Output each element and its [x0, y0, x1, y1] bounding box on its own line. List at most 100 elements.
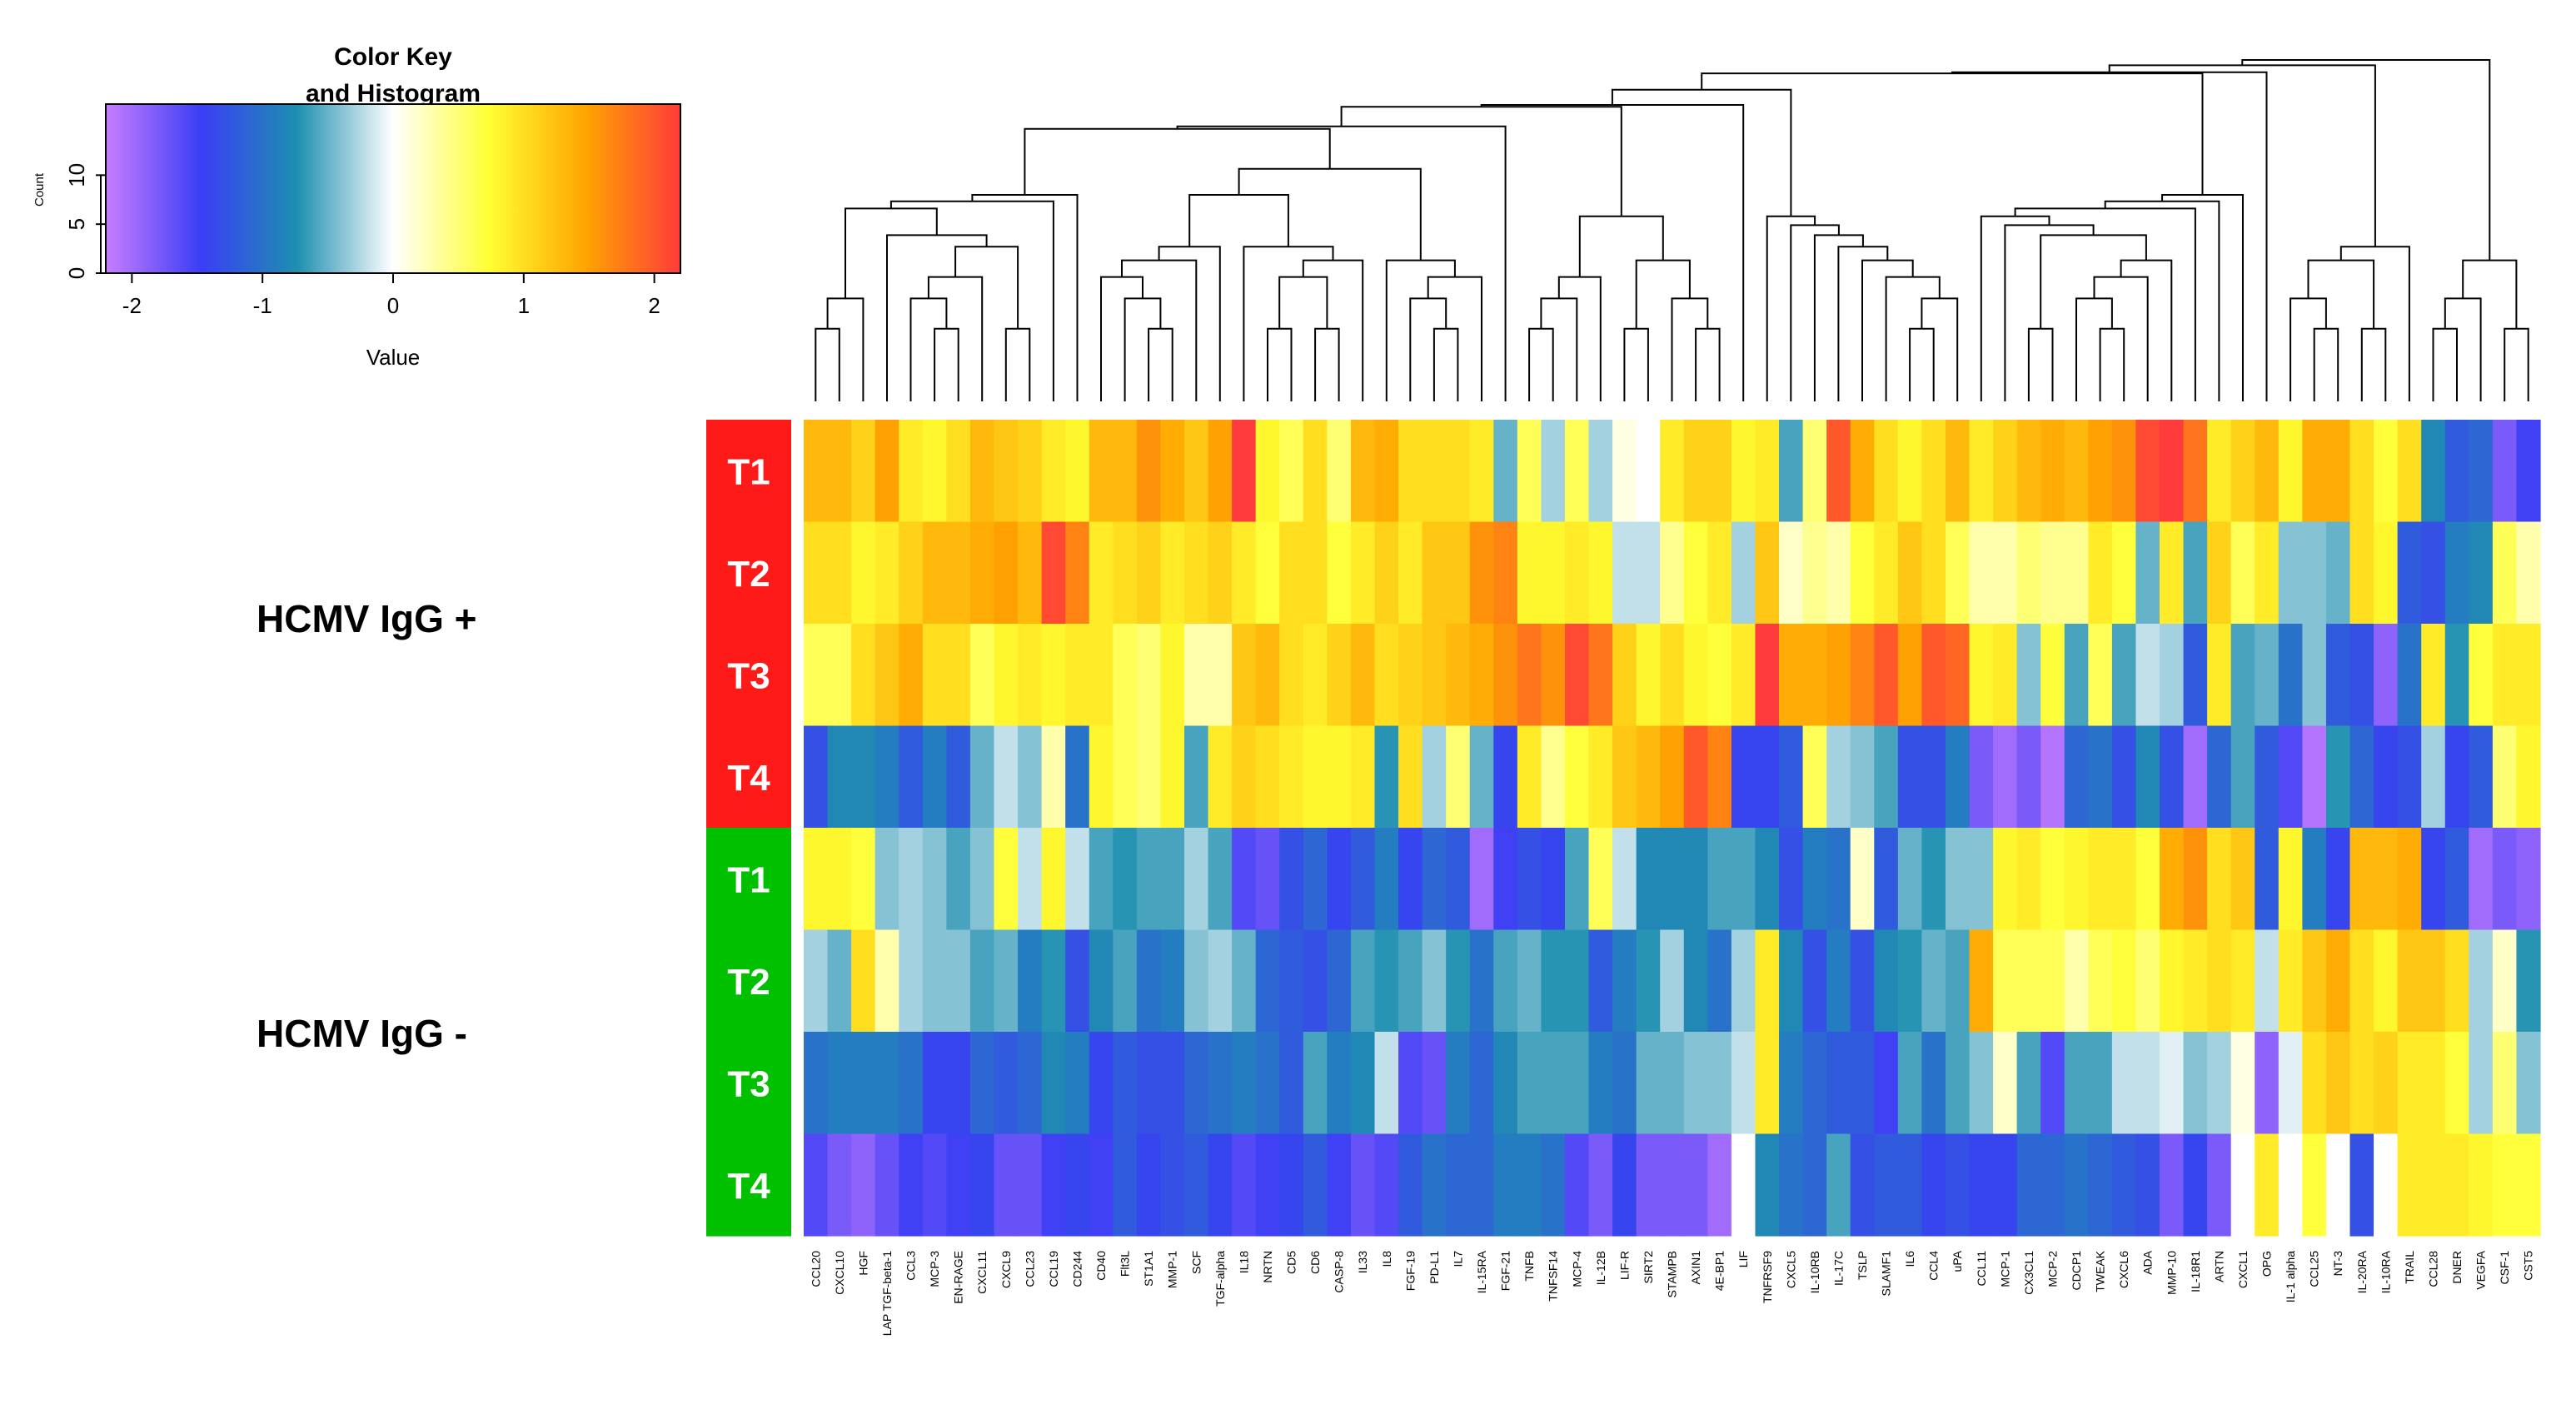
heatmap-cell — [1660, 420, 1685, 523]
heatmap-cell — [1921, 420, 1946, 523]
heatmap-cell — [827, 420, 852, 523]
dendrogram-branch — [2504, 327, 2529, 401]
heatmap-cell — [1755, 725, 1780, 829]
heatmap-cell — [1398, 929, 1423, 1033]
column-label: NRTN — [1261, 1251, 1274, 1283]
heatmap-cell — [1588, 725, 1613, 829]
heatmap-cell — [1446, 1032, 1471, 1135]
column-label: ARTN — [2212, 1251, 2225, 1282]
heatmap-cell — [2088, 521, 2113, 625]
heatmap-cell — [874, 725, 899, 829]
heatmap-cell — [1374, 624, 1399, 727]
dendrogram-branch — [1635, 259, 1691, 329]
heatmap-cell — [2255, 929, 2280, 1033]
heatmap-cell — [1564, 725, 1590, 829]
heatmap-cell — [1327, 725, 1352, 829]
heatmap-cell — [1517, 624, 1542, 727]
column-label: OPG — [2260, 1251, 2274, 1277]
heatmap-cell — [2255, 828, 2280, 931]
heatmap-cell — [1398, 420, 1423, 523]
heatmap-cell — [1183, 929, 1209, 1033]
dendrogram-branch — [1302, 259, 1364, 401]
heatmap-cell — [2349, 1032, 2374, 1135]
heatmap-cell — [1183, 420, 1209, 523]
heatmap-cell — [1018, 929, 1043, 1033]
heatmap-cell — [1446, 828, 1471, 931]
heatmap-cell — [2374, 1032, 2399, 1135]
heatmap-cell — [1065, 725, 1090, 829]
heatmap-cell — [1446, 420, 1471, 523]
heatmap-cell — [1945, 624, 1971, 727]
heatmap-cell — [1208, 929, 1233, 1033]
column-label: PD-L1 — [1428, 1251, 1441, 1284]
heatmap-cell — [1850, 725, 1875, 829]
column-label: MCP-1 — [1998, 1251, 2011, 1287]
heatmap-cell — [1113, 624, 1138, 727]
heatmap-cell — [1398, 725, 1423, 829]
color-key-ytick-label: 0 — [64, 267, 89, 279]
heatmap-cell — [1969, 1032, 1994, 1135]
heatmap-cell — [2230, 1032, 2255, 1135]
heatmap-cell — [1136, 725, 1162, 829]
dendrogram-branch — [909, 297, 948, 401]
heatmap-cell — [2183, 420, 2208, 523]
heatmap-cell — [1446, 929, 1471, 1033]
heatmap-cell — [1493, 624, 1518, 727]
heatmap-cell — [1469, 521, 1494, 625]
heatmap-cell — [1208, 420, 1233, 523]
heatmap-cell — [1398, 1032, 1423, 1135]
heatmap-cell — [1612, 420, 1637, 523]
heatmap-cell — [1113, 420, 1138, 523]
heatmap-cell — [1541, 929, 1566, 1033]
heatmap-cell — [1350, 624, 1376, 727]
dendrogram-branch — [2104, 200, 2220, 401]
heatmap-cell — [946, 828, 971, 931]
column-label: TWEAK — [2094, 1250, 2107, 1292]
heatmap-cell — [1279, 929, 1304, 1033]
heatmap-cell — [1874, 1032, 1899, 1135]
heatmap-cell — [1660, 521, 1685, 625]
heatmap-cell — [2374, 929, 2399, 1033]
heatmap-cell — [899, 929, 924, 1033]
heatmap-cell — [2325, 624, 2351, 727]
column-label: CXCL1 — [2236, 1251, 2250, 1288]
dendrogram-branch — [927, 276, 984, 401]
column-label: IL-12B — [1594, 1251, 1607, 1285]
heatmap-cell — [2016, 1133, 2041, 1237]
heatmap-cell — [1517, 1032, 1542, 1135]
heatmap-cell — [1160, 828, 1185, 931]
heatmap-cell — [1826, 725, 1851, 829]
heatmap-cell — [1564, 420, 1590, 523]
heatmap-cell — [1350, 420, 1376, 523]
dendrogram-branch — [1980, 215, 2050, 401]
heatmap-cell — [1255, 521, 1280, 625]
heatmap-cell — [1065, 1133, 1090, 1237]
column-label: IL7 — [1451, 1251, 1464, 1267]
group-color-cell — [706, 828, 791, 931]
heatmap-cell — [804, 1032, 829, 1135]
heatmap-cell — [2230, 521, 2255, 625]
heatmap-cell — [2064, 521, 2089, 625]
heatmap-cell — [2040, 828, 2065, 931]
heatmap-cell — [1969, 828, 1994, 931]
heatmap-cell — [1707, 1133, 1732, 1237]
heatmap-cell — [2302, 725, 2327, 829]
heatmap-cell — [1683, 1133, 1708, 1237]
dendrogram-branch — [1024, 127, 1331, 195]
heatmap-cell — [827, 521, 852, 625]
heatmap-cell — [2016, 521, 2041, 625]
dendrogram-branch — [2339, 246, 2410, 401]
heatmap-cell — [1493, 1133, 1518, 1237]
heatmap-cell — [2255, 1032, 2280, 1135]
heatmap-cell — [2064, 828, 2089, 931]
heatmap-cell — [2469, 828, 2494, 931]
heatmap-cell — [1755, 624, 1780, 727]
heatmap-cell — [1660, 624, 1685, 727]
heatmap-cell — [1089, 725, 1114, 829]
heatmap-cell — [946, 420, 971, 523]
heatmap-cell — [2230, 1133, 2255, 1237]
heatmap-cell — [2040, 929, 2065, 1033]
heatmap-cell — [2040, 420, 2065, 523]
column-label: IL6 — [1903, 1251, 1916, 1267]
